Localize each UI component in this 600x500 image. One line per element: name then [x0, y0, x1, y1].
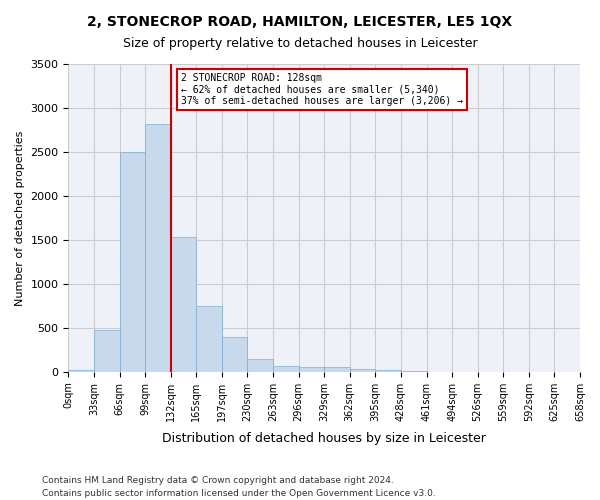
- Bar: [324, 367, 350, 372]
- Bar: [247, 360, 273, 372]
- X-axis label: Distribution of detached houses by size in Leicester: Distribution of detached houses by size …: [162, 432, 486, 445]
- Bar: [196, 306, 222, 372]
- Text: Size of property relative to detached houses in Leicester: Size of property relative to detached ho…: [122, 38, 478, 51]
- Bar: [68, 370, 94, 372]
- Text: Contains HM Land Registry data © Crown copyright and database right 2024.: Contains HM Land Registry data © Crown c…: [42, 476, 394, 485]
- Bar: [299, 367, 324, 372]
- Text: Contains public sector information licensed under the Open Government Licence v3: Contains public sector information licen…: [42, 488, 436, 498]
- Bar: [119, 152, 145, 372]
- Bar: [171, 237, 196, 372]
- Bar: [94, 330, 119, 372]
- Bar: [145, 124, 171, 372]
- Bar: [273, 366, 299, 372]
- Text: 2 STONECROP ROAD: 128sqm
← 62% of detached houses are smaller (5,340)
37% of sem: 2 STONECROP ROAD: 128sqm ← 62% of detach…: [181, 73, 463, 106]
- Y-axis label: Number of detached properties: Number of detached properties: [15, 130, 25, 306]
- Bar: [350, 369, 376, 372]
- Text: 2, STONECROP ROAD, HAMILTON, LEICESTER, LE5 1QX: 2, STONECROP ROAD, HAMILTON, LEICESTER, …: [88, 15, 512, 29]
- Bar: [376, 370, 401, 372]
- Bar: [222, 338, 247, 372]
